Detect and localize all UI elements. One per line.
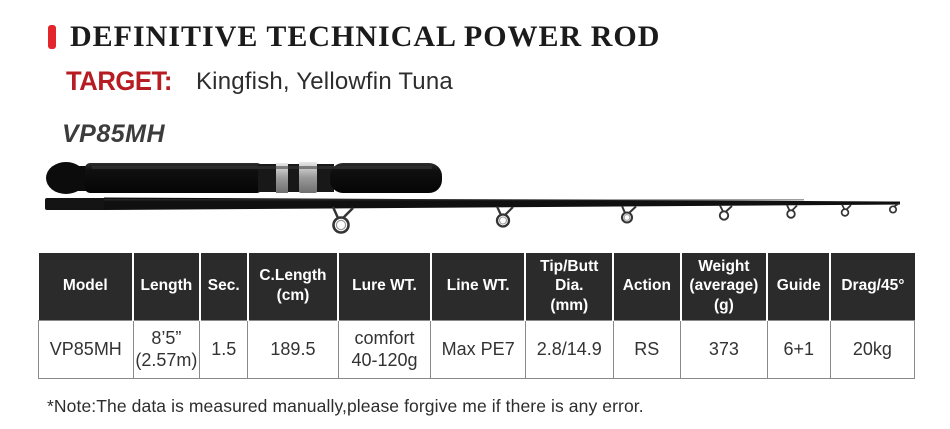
spec-table: Model Length Sec. C.Length (cm) Lure WT.… bbox=[38, 253, 916, 379]
cell-length: 8’5” (2.57m) bbox=[132, 319, 201, 379]
col-header-guide: Guide bbox=[766, 253, 831, 320]
rod-guide bbox=[786, 204, 798, 219]
col-header-line-weight: Line WT. bbox=[429, 253, 526, 320]
rod-illustration bbox=[45, 162, 900, 234]
cell-drag: 20kg bbox=[829, 319, 916, 379]
rod-guide bbox=[495, 206, 514, 228]
cell-model: VP85MH bbox=[38, 319, 134, 379]
disclaimer-note: *Note:The data is measured manually,plea… bbox=[47, 396, 644, 416]
cell-weight: 373 bbox=[680, 319, 768, 379]
col-header-drag: Drag/45° bbox=[829, 253, 915, 320]
rod-blank-section bbox=[45, 197, 900, 234]
rod-guide bbox=[840, 204, 852, 217]
col-header-sec: Sec. bbox=[198, 253, 248, 320]
title-accent-bar bbox=[48, 25, 56, 49]
cell-line-weight: Max PE7 bbox=[430, 319, 526, 379]
rod-handle-section bbox=[46, 162, 442, 194]
reel-seat-collar bbox=[299, 162, 317, 193]
col-header-tip-butt-dia: Tip/Butt Dia. (mm) bbox=[524, 253, 614, 320]
rod-guide bbox=[718, 205, 733, 221]
page-title: DEFINITIVE TECHNICAL POWER ROD bbox=[70, 20, 661, 53]
cell-tip-butt-dia: 2.8/14.9 bbox=[524, 319, 614, 379]
target-label: TARGET: bbox=[66, 66, 172, 96]
col-header-model: Model bbox=[38, 253, 134, 320]
cell-guide: 6+1 bbox=[766, 319, 831, 379]
cell-lure-weight: comfort 40-120g bbox=[337, 319, 432, 379]
cell-closed-length: 189.5 bbox=[247, 319, 339, 379]
target-line: TARGET: Kingfish, Yellowfin Tuna bbox=[66, 66, 453, 97]
cell-action: RS bbox=[612, 319, 682, 379]
reel-seat-ring bbox=[276, 163, 288, 193]
spec-header-row: Model Length Sec. C.Length (cm) Lure WT.… bbox=[38, 253, 915, 320]
col-header-length: Length bbox=[132, 253, 200, 320]
col-header-closed-length: C.Length (cm) bbox=[246, 253, 339, 320]
target-species: Kingfish, Yellowfin Tuna bbox=[195, 68, 453, 95]
col-header-action: Action bbox=[612, 253, 681, 320]
col-header-weight: Weight (average) (g) bbox=[679, 253, 768, 320]
rod-guide bbox=[331, 206, 354, 234]
spec-data-row: VP85MH 8’5” (2.57m) 1.5 189.5 comfort 40… bbox=[38, 319, 916, 379]
rod-product-image bbox=[0, 148, 950, 248]
rod-tip-guide bbox=[888, 202, 900, 214]
col-header-lure-weight: Lure WT. bbox=[337, 253, 431, 320]
rod-guide bbox=[620, 205, 637, 224]
cell-sec: 1.5 bbox=[199, 319, 249, 379]
model-name-label: VP85MH bbox=[62, 120, 166, 148]
